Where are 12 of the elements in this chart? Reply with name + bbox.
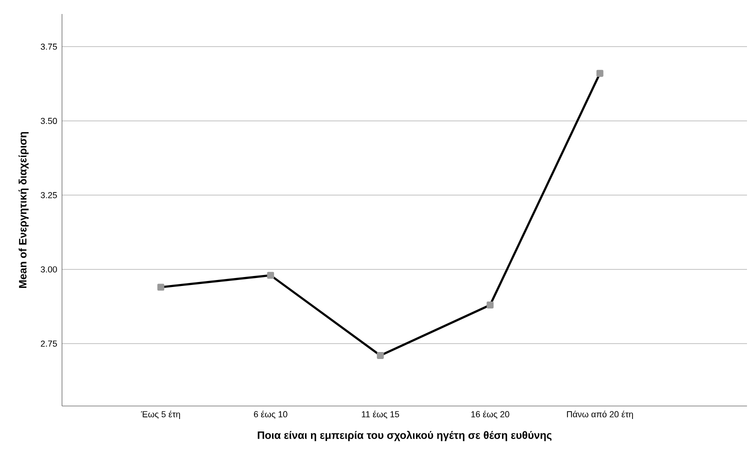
x-tick-label: 6 έως 10 <box>254 410 288 419</box>
y-axis-title: Mean of Ενεργητική διαχείριση <box>18 132 29 288</box>
x-axis-title: Ποια είναι η εμπειρία του σχολικού ηγέτη σε θέση ευθύνης <box>258 430 552 442</box>
y-tick-label: 3.25 <box>40 192 57 198</box>
x-tick-label: 16 έως 20 <box>471 410 510 419</box>
y-tick-label: 3.50 <box>40 118 57 124</box>
x-tick-label: Πάνω από 20 έτη <box>567 410 633 420</box>
y-tick-label: 2.75 <box>40 340 57 347</box>
y-tick-label: 3.75 <box>40 44 57 50</box>
y-tick-label: 3.00 <box>40 266 57 272</box>
x-tick-label: Έως 5 έτη <box>141 410 180 420</box>
x-tick-label: 11 έως 15 <box>362 410 400 419</box>
